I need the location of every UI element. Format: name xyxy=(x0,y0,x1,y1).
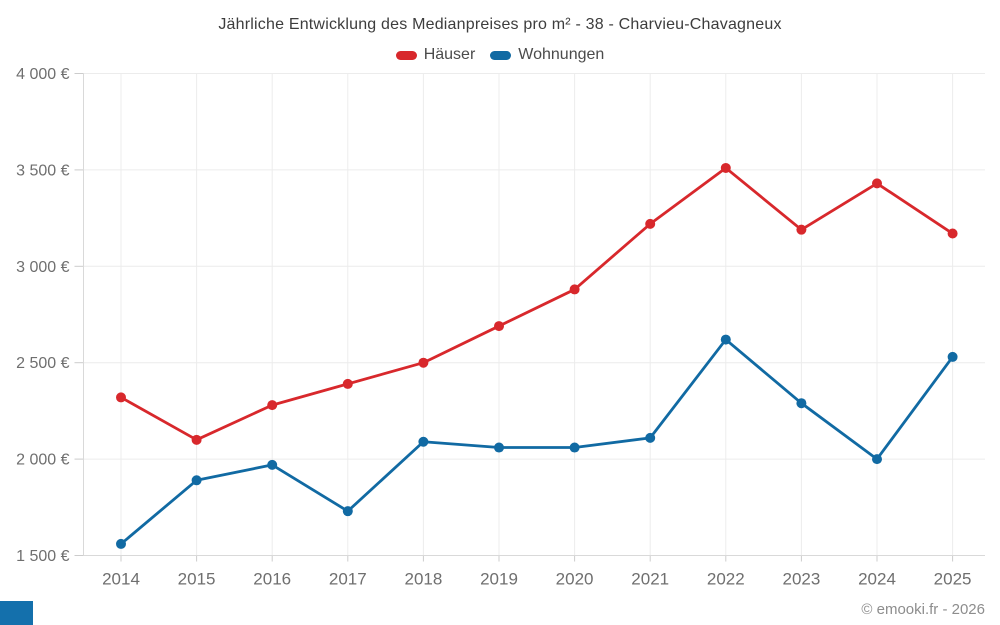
copyright-credit: © emooki.fr - 2026 xyxy=(861,601,985,618)
x-axis-tick-label: 2024 xyxy=(858,570,896,589)
series-line xyxy=(119,166,954,442)
legend-item-hauser[interactable]: Häuser xyxy=(395,46,476,64)
y-axis-tick-label: 2 000 € xyxy=(16,452,69,469)
y-axis-tick-label: 2 500 € xyxy=(16,355,69,372)
data-point[interactable] xyxy=(569,442,580,453)
x-axis-tick-label: 2025 xyxy=(934,570,972,589)
data-point[interactable] xyxy=(494,442,504,453)
x-axis-tick-label: 2020 xyxy=(556,570,594,589)
data-point[interactable] xyxy=(191,434,202,445)
data-point[interactable] xyxy=(342,506,353,517)
data-point[interactable] xyxy=(342,378,353,389)
x-axis-tick-label: 2021 xyxy=(631,570,669,589)
data-point[interactable] xyxy=(191,475,202,486)
x-axis-tick-label: 2016 xyxy=(253,570,291,589)
y-grid-and-labels: 1 500 € 2 000 € 2 500 € 3 000 € 3 500 € 4 000… xyxy=(16,66,985,565)
data-point[interactable] xyxy=(267,459,278,470)
data-point[interactable] xyxy=(872,454,882,465)
data-point[interactable] xyxy=(267,400,278,411)
x-grid-and-labels: 2014 2015 2016 2017 2018 2019 2020 2021 2022 2023… xyxy=(102,73,972,589)
data-point[interactable] xyxy=(418,357,429,368)
series-hauser xyxy=(116,162,958,445)
x-axis-tick-label: 2019 xyxy=(480,570,518,589)
emooki-logo xyxy=(0,601,33,625)
data-point[interactable] xyxy=(645,432,656,443)
chart-title: Jährliche Entwicklung des Medianpreises … xyxy=(218,16,782,33)
data-point[interactable] xyxy=(796,398,807,409)
y-axis-tick-label: 1 500 € xyxy=(16,548,69,565)
x-axis-tick-label: 2015 xyxy=(178,570,216,589)
data-point[interactable] xyxy=(418,436,429,447)
data-point[interactable] xyxy=(872,178,882,189)
data-point[interactable] xyxy=(645,218,656,229)
legend: Häuser Wohnungen xyxy=(0,46,1000,64)
y-axis-tick-label: 3 500 € xyxy=(16,162,69,179)
data-point[interactable] xyxy=(116,538,126,549)
legend-swatch-icon xyxy=(395,50,417,60)
data-point[interactable] xyxy=(494,321,504,332)
y-axis-tick-label: 3 000 € xyxy=(16,259,69,276)
legend-item-wohnungen[interactable]: Wohnungen xyxy=(490,46,604,64)
y-axis-tick-label: 4 000 € xyxy=(16,66,69,83)
data-point[interactable] xyxy=(720,162,731,173)
data-point[interactable] xyxy=(796,224,807,235)
x-axis-tick-label: 2022 xyxy=(707,570,745,589)
x-axis-tick-label: 2014 xyxy=(102,570,140,589)
legend-label: Wohnungen xyxy=(518,46,605,63)
series-wohnungen xyxy=(116,334,958,549)
data-point[interactable] xyxy=(947,351,958,362)
series-line xyxy=(119,338,954,546)
x-axis-tick-label: 2017 xyxy=(329,570,367,589)
legend-label: Häuser xyxy=(423,46,476,63)
legend-swatch-icon xyxy=(490,50,512,60)
data-point[interactable] xyxy=(947,228,958,239)
x-axis-tick-label: 2018 xyxy=(404,570,442,589)
x-axis-tick-label: 2023 xyxy=(782,570,820,589)
data-point[interactable] xyxy=(116,392,126,403)
data-point[interactable] xyxy=(569,284,580,295)
data-point[interactable] xyxy=(720,334,731,345)
